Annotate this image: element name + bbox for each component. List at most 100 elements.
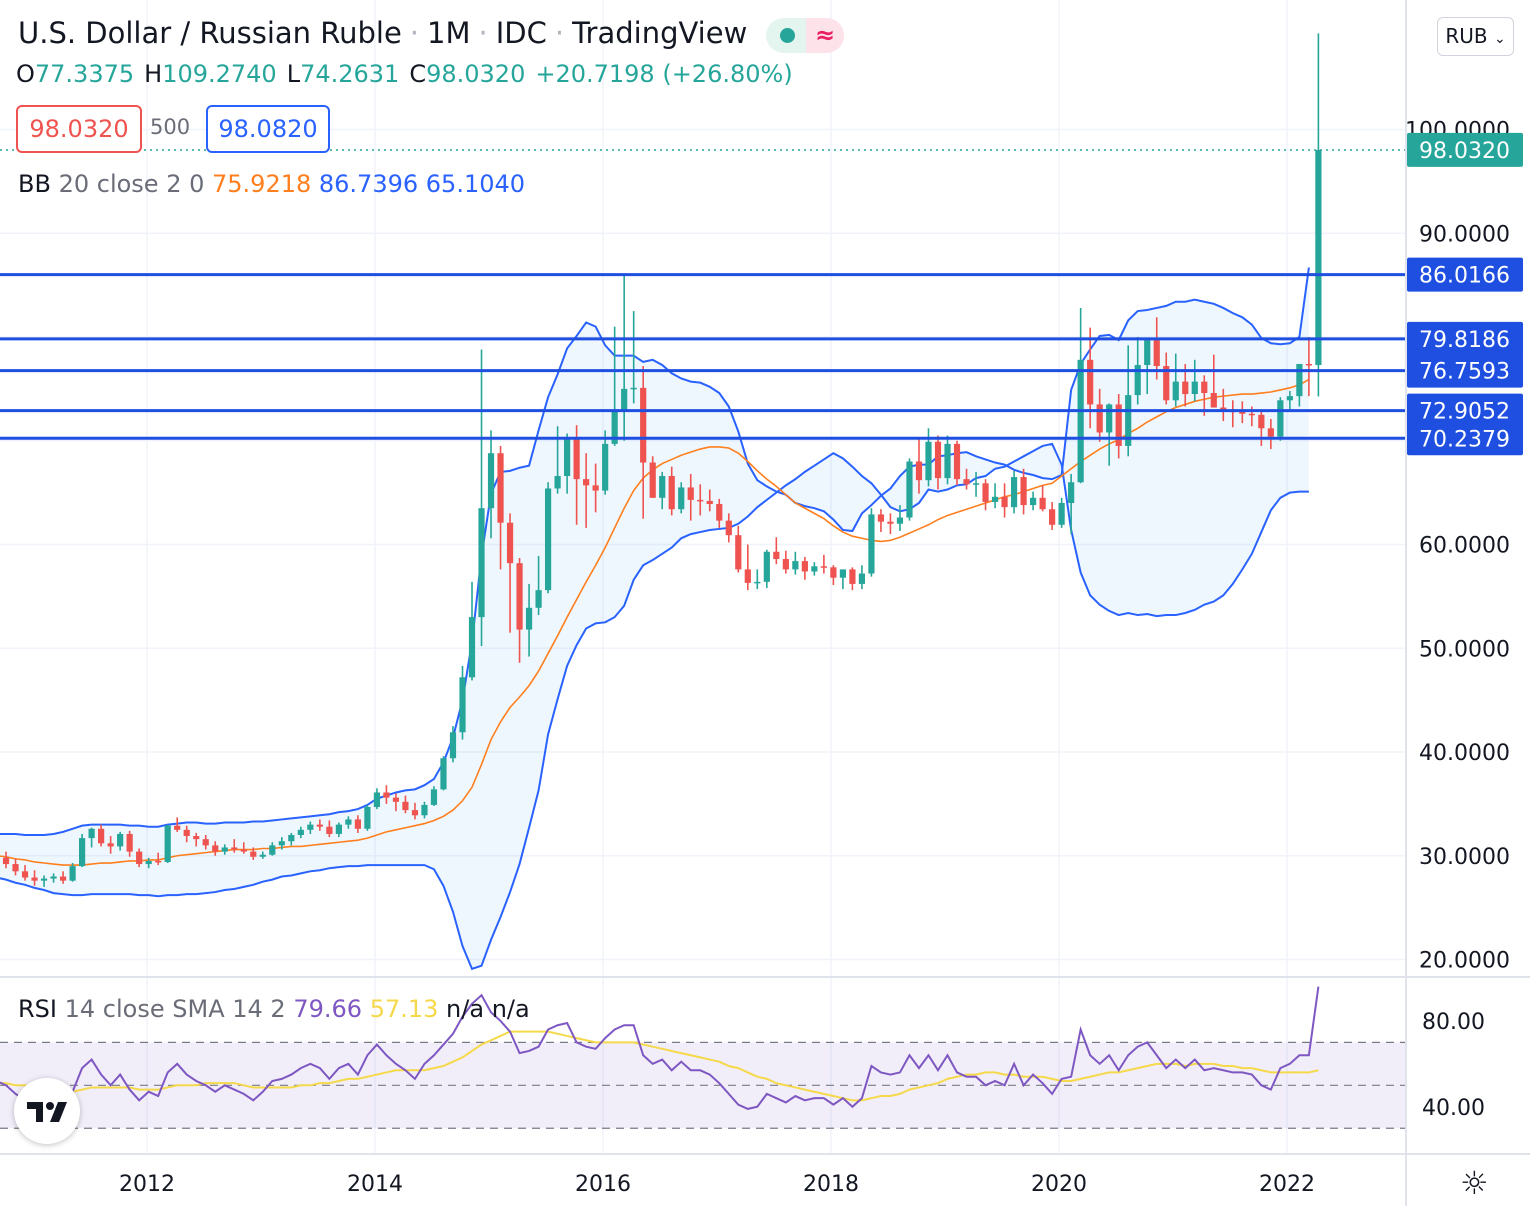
candle-body (1144, 340, 1151, 366)
level-price-label: 70.2379 (1407, 421, 1523, 456)
bb-basis-value: 75.9218 (212, 170, 312, 198)
change-value: +20.7198 (+26.80%) (535, 60, 793, 88)
candle-body (1030, 497, 1037, 506)
candle-body (231, 847, 238, 850)
level-price-label: 76.7593 (1407, 353, 1523, 388)
candle-body (430, 789, 438, 805)
rsi-value: 79.66 (293, 995, 363, 1023)
candle-body (98, 828, 105, 844)
exchange-label: IDC (495, 16, 547, 50)
level-price-label-text: 76.7593 (1419, 360, 1510, 385)
tradingview-logo-icon (27, 1102, 67, 1122)
candle-body (202, 839, 209, 846)
time-tick-label: 2018 (803, 1172, 859, 1197)
price-tick-label: 60.0000 (1419, 534, 1510, 559)
bb-lower-line (0, 442, 1309, 971)
settings-gear-icon[interactable]: ☼ (1460, 1164, 1489, 1202)
time-tick-label: 2016 (575, 1172, 631, 1197)
candle-body (811, 566, 818, 572)
price-tick-label: 30.0000 (1419, 845, 1510, 870)
candle-body (611, 410, 618, 444)
candle-body (40, 878, 48, 881)
candle-body (506, 522, 514, 564)
currency-selector[interactable]: RUB ⌄ (1437, 17, 1514, 56)
level-price-label-bg (1407, 353, 1523, 388)
last-price-label-bg (1407, 132, 1523, 167)
candle-body (858, 573, 866, 584)
wave-icon: ≈ (806, 18, 844, 53)
candle-body (449, 732, 457, 759)
level-price-label-text: 79.8186 (1419, 328, 1510, 353)
bb-legend[interactable]: BB 20 close 2 0 75.9218 86.7396 65.1040 (18, 170, 525, 198)
candle-body (2, 857, 10, 865)
candle-body (953, 443, 961, 480)
candle-body (839, 569, 846, 578)
currency-label: RUB (1445, 24, 1488, 48)
bollinger-band-lines (0, 267, 1310, 971)
candle-body (1134, 365, 1141, 396)
candle-body (915, 461, 923, 481)
candle-body (174, 825, 181, 830)
candle-body (1286, 396, 1293, 401)
candle-body (212, 845, 219, 852)
rsi-na-value: n/a (491, 995, 530, 1023)
candle-body (868, 514, 875, 574)
candle-body (364, 806, 371, 829)
horizontal-levels[interactable] (0, 149, 1406, 440)
candle-body (183, 829, 190, 837)
candle-body (1153, 340, 1160, 367)
time-tick-label: 2022 (1259, 1172, 1315, 1197)
bb-params: 20 close 2 0 (58, 170, 205, 198)
bollinger-band-fill (0, 267, 1309, 969)
buy-button[interactable]: 98.0820 (206, 105, 330, 153)
candle-body (326, 826, 333, 834)
candle-body (1077, 359, 1084, 483)
bb-fill-area (0, 267, 1309, 969)
candle-body (402, 801, 409, 811)
candle-body (88, 828, 95, 839)
candle-body (240, 849, 247, 852)
candle-body (649, 462, 656, 498)
candle-body (877, 514, 885, 522)
rsi-line (0, 986, 1320, 1110)
candle-body (1020, 477, 1027, 506)
grid-lines (0, 0, 1406, 1154)
rsi-ma-value: 57.13 (369, 995, 439, 1023)
bb-upper-value: 86.7396 (318, 170, 419, 198)
level-price-label-bg (1407, 393, 1523, 428)
candle-body (906, 461, 913, 518)
candle-body (1277, 400, 1284, 437)
rsi-params: 14 close SMA 14 2 (64, 995, 286, 1023)
market-status-badge[interactable]: ≈ (766, 18, 844, 53)
candle-body (259, 854, 266, 857)
candle-body (421, 804, 428, 816)
interval-label[interactable]: 1M (427, 16, 471, 50)
spread-value: 500 (150, 115, 191, 139)
candle-body (1096, 404, 1103, 433)
candle-body (1201, 381, 1208, 394)
candle-body (1163, 366, 1170, 401)
candle-body (735, 535, 742, 570)
title-separator: · (554, 16, 565, 50)
candle-body (830, 567, 837, 578)
candle-body (744, 569, 751, 583)
candle-body (640, 387, 647, 463)
last-price-label-text: 98.0320 (1419, 139, 1510, 164)
tradingview-logo[interactable] (14, 1078, 80, 1144)
level-price-label-text: 72.9052 (1419, 400, 1510, 425)
sell-button[interactable]: 98.0320 (16, 105, 142, 153)
candle-body (991, 496, 999, 502)
candle-body (687, 487, 694, 500)
rsi-legend[interactable]: RSI 14 close SMA 14 2 79.66 57.13 n/a n/… (18, 995, 530, 1023)
symbol-title[interactable]: U.S. Dollar / Russian Ruble · 1M · IDC · Tradi… (18, 16, 747, 50)
candle-body (592, 485, 599, 491)
candle-body (468, 617, 476, 678)
level-price-label: 72.9052 (1407, 393, 1523, 428)
candle-body (602, 443, 609, 491)
candle-body (288, 835, 295, 842)
candle-body (126, 833, 133, 852)
candle-body (459, 677, 466, 733)
candle-body (573, 438, 580, 480)
